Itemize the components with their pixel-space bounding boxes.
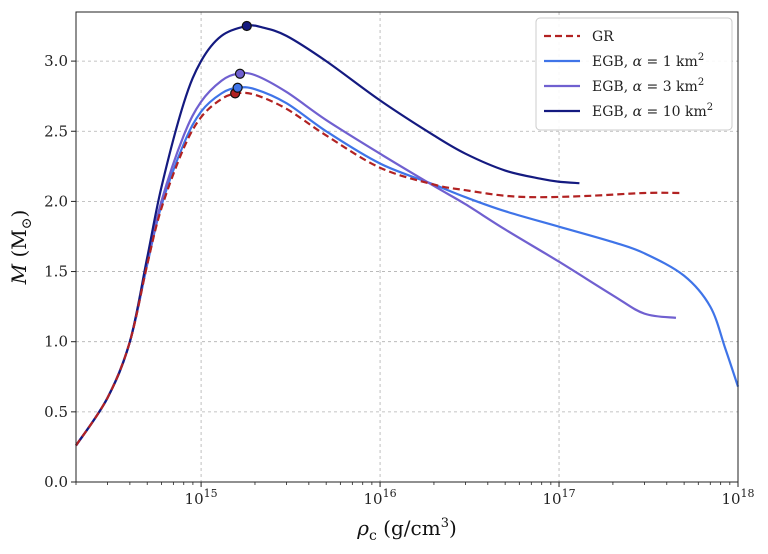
max-mass-markers [230,20,252,99]
y-tick-label: 3.0 [44,52,68,70]
y-axis-title: M (M⊙) [7,210,35,286]
legend-label-2: EGB, α = 3 km2 [592,77,704,95]
legend: GR EGB, α = 1 km2 EGB, α = 3 km2 EGB, α = 1… [535,17,733,131]
plot-frame [75,11,739,483]
series-line-0 [75,91,681,447]
y-tick-label: 2.0 [44,192,68,210]
x-tick-label: 1018 [721,487,754,508]
series-layer [75,24,740,447]
max-mass-marker-3 [241,20,252,32]
series-line-1 [75,86,740,447]
y-tick-label: 0.0 [44,473,68,491]
max-mass-marker-1 [232,82,243,93]
series-line-3 [75,24,580,447]
legend-label-3: EGB, α = 10 km2 [592,102,713,120]
y-tick-label: 2.5 [44,122,68,140]
x-tick-label: 1015 [185,487,218,508]
legend-label-0: GR [592,29,614,45]
axis-ticks: 0.0 0.5 1.0 1.5 2.0 2.5 3.0 1015 1016 1017 1018 [44,52,754,508]
y-tick-label: 1.5 [44,263,68,281]
y-tick-label: 0.5 [44,403,68,421]
x-tick-label: 1016 [364,487,397,508]
legend-label-1: EGB, α = 1 km2 [592,52,704,70]
legend-box [535,17,733,131]
x-tick-label: 1017 [542,487,575,508]
y-tick-label: 1.0 [44,333,68,351]
x-axis-title: ρc (g/cm3) [356,516,457,544]
max-mass-marker-2 [234,68,246,79]
